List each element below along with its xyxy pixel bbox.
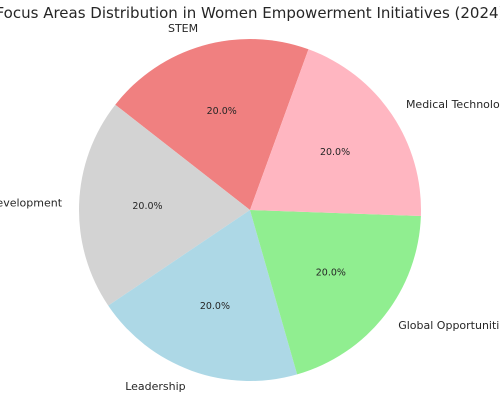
slice-value-global-opportunities: 20.0% <box>316 268 346 279</box>
pie-slice-medical-technology <box>250 49 422 216</box>
pie-slices <box>78 38 422 382</box>
slice-label-entrepreneurship-development: Entrepreneurship Development <box>0 196 63 209</box>
slice-label-global-opportunities: Global Opportunities <box>398 319 500 332</box>
slice-value-medical-technology: 20.0% <box>320 147 350 158</box>
slice-value-leadership: 20.0% <box>200 301 230 312</box>
pie-slice-leadership <box>108 210 298 382</box>
chart-title: Focus Areas Distribution in Women Empowe… <box>0 4 500 22</box>
pie-labels: STEM 20.0% Entrepreneurship Development 20.… <box>0 22 500 393</box>
pie-slice-stem <box>115 38 309 210</box>
slice-value-stem: 20.0% <box>207 106 237 117</box>
pie-slice-global-opportunities <box>250 210 421 375</box>
slice-label-leadership: Leadership <box>125 380 185 393</box>
slice-label-stem: STEM <box>168 22 198 35</box>
pie-slice-entrepreneurship-development <box>78 104 250 306</box>
slice-label-medical-technology: Medical Technology <box>406 98 500 111</box>
slice-value-entrepreneurship-development: 20.0% <box>132 201 162 212</box>
